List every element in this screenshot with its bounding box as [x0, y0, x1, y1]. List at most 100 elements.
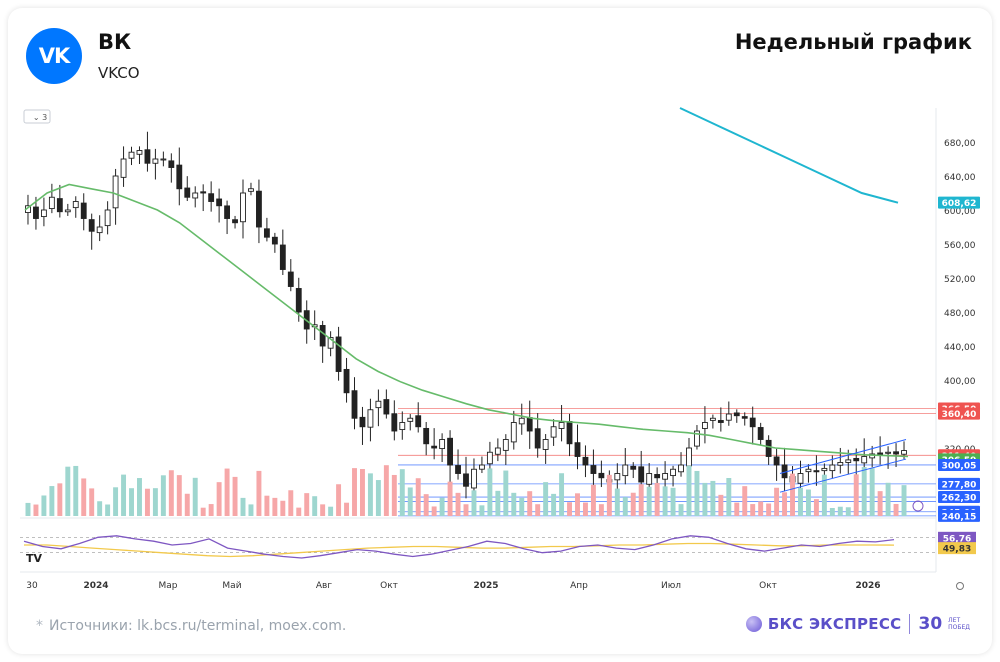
- volume-bar: [200, 507, 206, 516]
- candle-body: [510, 422, 517, 443]
- candle-body: [502, 439, 509, 451]
- candle-body: [885, 451, 892, 454]
- candle-body: [741, 416, 748, 419]
- candle-body: [33, 206, 39, 219]
- volume-bar: [702, 482, 708, 516]
- x-tick-label: Авг: [316, 581, 332, 591]
- volume-bar: [264, 495, 270, 516]
- volume-bar: [543, 482, 549, 516]
- candle-body: [136, 150, 143, 155]
- volume-bar: [503, 470, 509, 516]
- company-name: ВК: [98, 30, 132, 54]
- candle-body: [678, 464, 684, 473]
- volume-bar: [160, 475, 166, 516]
- candle-body: [829, 464, 836, 472]
- candle-body: [399, 422, 406, 431]
- candle-body: [327, 337, 334, 349]
- volume-bar: [312, 496, 318, 516]
- volume-bar: [320, 504, 326, 516]
- volume-bar: [41, 495, 47, 516]
- volume-bar: [861, 467, 867, 516]
- interval-badge-text: ⌄ 3: [33, 113, 47, 122]
- volume-bar: [774, 487, 780, 516]
- volume-bar: [662, 486, 668, 516]
- brand-divider: [909, 614, 911, 634]
- volume-bar: [296, 507, 302, 516]
- price-label-text: 240,15: [942, 512, 977, 522]
- candle-body: [200, 191, 207, 194]
- candle-body: [630, 465, 637, 470]
- candle-body: [813, 470, 820, 473]
- volume-bar: [853, 474, 859, 516]
- interval-badge: [23, 109, 51, 124]
- candle-body: [670, 468, 676, 477]
- candle-body: [463, 473, 469, 487]
- candle-body: [471, 468, 477, 489]
- candle-body: [232, 219, 238, 224]
- volume-bar: [893, 503, 899, 516]
- candle-body: [797, 473, 804, 484]
- candle-body: [104, 209, 111, 227]
- volume-bar: [782, 492, 788, 516]
- candle-body: [550, 426, 557, 438]
- volume-bar: [901, 485, 907, 516]
- volume-bar: [168, 470, 174, 516]
- volume-bar: [829, 507, 835, 516]
- price-chart[interactable]: ⌄ 3 680,00 640,00 600,00 560,00 520,00 480,00 4…: [8, 102, 992, 602]
- candle-body: [279, 244, 286, 270]
- candle-body: [893, 451, 899, 455]
- candle-body: [717, 420, 724, 423]
- candle-body: [702, 422, 708, 429]
- brand-small: ЛЕТ ПОБЕД: [948, 617, 970, 631]
- ma-mid-line: [24, 183, 909, 458]
- price-label-box: [938, 477, 980, 490]
- volume-bar: [455, 492, 461, 516]
- candle-body: [694, 430, 700, 447]
- candle-body: [558, 422, 565, 429]
- y-tick-label: 600,00: [944, 207, 976, 217]
- y-tick-label: 520,00: [944, 275, 976, 285]
- volume-bar: [97, 501, 103, 516]
- rsi-label-text: 49,83: [943, 545, 971, 555]
- candle-body: [765, 439, 772, 457]
- candle-body: [208, 193, 215, 202]
- volume-bar: [375, 480, 381, 516]
- volume-bar: [144, 488, 150, 516]
- volume-bar: [559, 473, 565, 516]
- logo-text: VK: [38, 44, 71, 68]
- volume-bar: [694, 470, 700, 516]
- volume-bar: [447, 481, 453, 516]
- volume-bar: [431, 506, 437, 516]
- candle-body: [805, 468, 812, 473]
- volume-bar: [288, 490, 294, 516]
- volume-bar: [734, 502, 740, 516]
- ma-long-line: [679, 107, 899, 204]
- candle-body: [271, 236, 278, 245]
- candle-body: [112, 175, 119, 209]
- volume-bar: [344, 502, 350, 516]
- candle-body: [861, 456, 868, 464]
- volume-bar: [821, 474, 827, 516]
- volume-bar: [81, 478, 87, 516]
- candle-body: [407, 417, 414, 422]
- candle-body: [877, 452, 884, 456]
- volume-bar: [758, 501, 764, 516]
- volume-bar: [232, 476, 238, 516]
- volume-bar: [686, 465, 692, 516]
- volume-bar: [129, 488, 134, 516]
- volume-bar: [479, 505, 485, 516]
- candle-body: [343, 368, 350, 394]
- settings-gear-icon: [956, 582, 964, 590]
- chart-period-title: Недельный график: [734, 30, 972, 54]
- volume-bar: [65, 466, 71, 516]
- candle-body: [120, 158, 127, 178]
- volume-bar: [57, 483, 63, 516]
- volume-bar: [407, 487, 413, 516]
- x-tick-label: Июл: [661, 581, 681, 591]
- x-tick-label: 2024: [83, 581, 108, 591]
- volume-bar: [240, 497, 246, 516]
- volume-bar: [495, 490, 501, 516]
- volume-bar: [248, 504, 254, 516]
- rsi-label-text: 56,76: [943, 534, 971, 544]
- candle-body: [359, 416, 366, 428]
